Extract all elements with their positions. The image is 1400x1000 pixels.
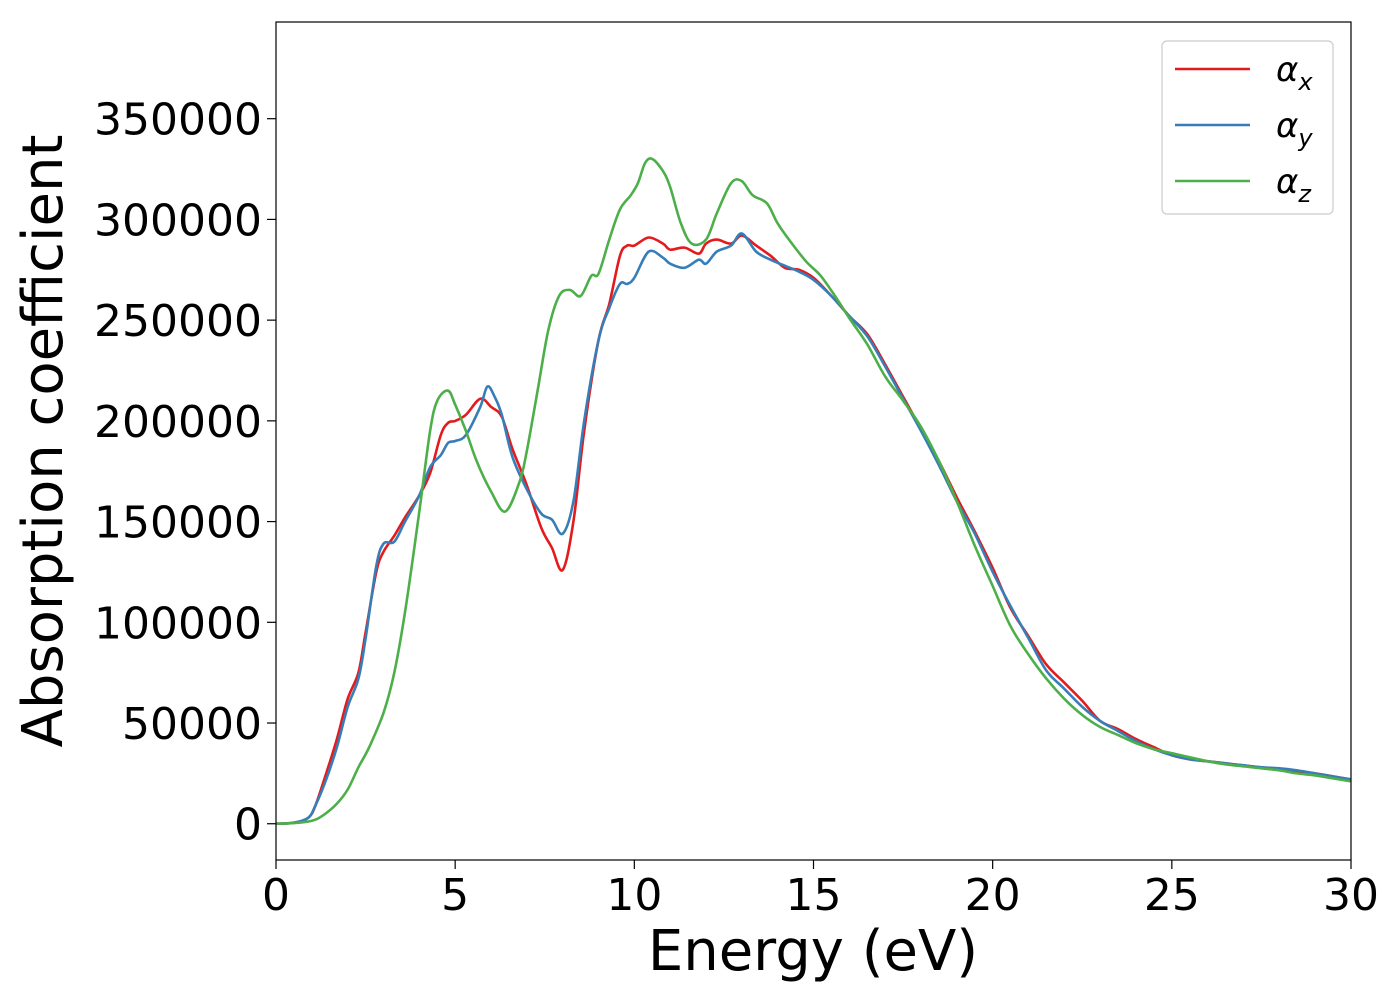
legend-box [1161, 40, 1334, 215]
series-layer [275, 157, 1352, 825]
x-tick-label: 0 [262, 870, 290, 921]
y-tick-label: 200000 [94, 397, 262, 448]
y-tick-label: 0 [234, 800, 262, 851]
legend-label: αz [1276, 162, 1312, 208]
legend-label: αy [1276, 106, 1313, 152]
x-tick-label: 5 [441, 870, 469, 921]
legend: αx αy αz [1161, 40, 1334, 215]
y-tick-label: 350000 [94, 95, 262, 146]
x-axis: 0 5 10 15 20 25 30 [262, 860, 1379, 921]
y-tick-label: 300000 [94, 195, 262, 246]
x-tick-label: 10 [606, 870, 662, 921]
y-axis: 0 50000 100000 150000 200000 250000 300000 3500… [94, 95, 276, 851]
series-line-3 [275, 157, 1352, 825]
x-tick-label: 15 [786, 870, 842, 921]
y-axis-label: Absorption coefficient [11, 135, 76, 748]
x-tick-label: 25 [1144, 870, 1200, 921]
series-line-2 [275, 232, 1352, 825]
y-tick-label: 250000 [94, 296, 262, 347]
x-tick-label: 30 [1323, 870, 1379, 921]
x-axis-label: Energy (eV) [648, 919, 978, 984]
y-tick-label: 50000 [122, 699, 262, 750]
x-tick-label: 20 [965, 870, 1021, 921]
y-tick-label: 100000 [94, 598, 262, 649]
y-tick-label: 150000 [94, 498, 262, 549]
legend-label: αx [1276, 50, 1313, 96]
